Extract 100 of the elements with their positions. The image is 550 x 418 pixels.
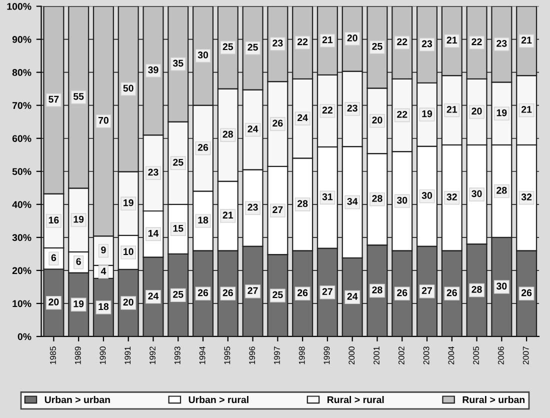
x-tick-label: 1999	[324, 346, 330, 364]
data-label: 26	[198, 144, 208, 151]
data-label: 27	[248, 287, 258, 294]
data-label: 28	[222, 130, 234, 138]
data-label: 6	[76, 258, 81, 265]
data-label: 20	[123, 298, 134, 306]
data-label: 14	[148, 230, 159, 237]
legend-label: Urban > rural	[188, 396, 248, 404]
data-label: 10	[124, 248, 134, 256]
y-tick-label: 80%	[12, 69, 32, 76]
data-label: 26	[298, 289, 308, 296]
legend-label: Rural > urban	[462, 396, 525, 404]
x-tick-label: 1998	[298, 346, 305, 364]
data-label: 21	[521, 36, 532, 44]
y-tick-label: 20%	[12, 267, 32, 274]
data-label: 30	[472, 190, 482, 198]
data-label: 23	[272, 40, 283, 47]
data-label: 24	[347, 292, 358, 300]
data-label: 22	[472, 38, 482, 46]
data-label: 57	[48, 96, 59, 103]
data-label: 27	[272, 206, 283, 214]
data-label: 22	[397, 110, 408, 118]
x-tick-label: 2005	[473, 346, 480, 364]
data-label: 23	[148, 168, 158, 176]
x-tick-label: 2001	[374, 346, 380, 364]
data-label: 28	[372, 286, 382, 294]
data-label: 28	[372, 195, 382, 202]
data-label: 39	[148, 66, 158, 74]
data-label: 22	[298, 38, 308, 46]
data-label: 23	[496, 40, 507, 47]
y-tick-label: 10%	[12, 300, 32, 308]
data-label: 25	[372, 42, 382, 50]
data-label: 18	[198, 216, 208, 224]
data-label: 6	[51, 254, 56, 262]
data-label: 21	[521, 106, 532, 113]
data-label: 25	[272, 291, 283, 298]
x-tick-label: 1985	[50, 346, 56, 364]
data-label: 70	[98, 116, 108, 124]
data-label: 22	[397, 38, 408, 46]
data-label: 15	[173, 224, 184, 232]
data-label: 19	[74, 300, 84, 308]
data-label: 25	[248, 44, 258, 51]
data-label: 22	[322, 106, 332, 114]
data-label: 26	[521, 289, 532, 296]
data-label: 30	[422, 192, 432, 199]
data-label: 30	[396, 196, 408, 204]
x-tick-label: 1989	[74, 346, 81, 364]
data-label: 21	[446, 106, 458, 113]
data-label: 30	[496, 282, 507, 290]
data-label: 23	[248, 204, 258, 211]
x-tick-label: 1992	[150, 346, 156, 364]
y-tick-label: 50%	[12, 168, 32, 175]
data-label: 21	[446, 36, 458, 44]
data-label: 26	[397, 289, 408, 296]
data-label: 50	[123, 84, 134, 92]
data-label: 34	[347, 198, 358, 205]
x-tick-label: 2002	[398, 346, 404, 364]
data-label: 24	[148, 292, 159, 300]
data-label: 4	[100, 268, 106, 274]
x-tick-label: 2007	[522, 346, 529, 364]
legend-label: Urban > urban	[44, 396, 110, 404]
data-label: 20	[347, 34, 358, 42]
x-tick-label: 1995	[224, 346, 230, 364]
data-label: 19	[74, 216, 84, 223]
data-label: 26	[222, 289, 233, 296]
x-tick-label: 1991	[124, 346, 131, 364]
y-tick-label: 90%	[12, 36, 32, 43]
data-label: 26	[272, 120, 283, 127]
x-tick-label: 1996	[249, 346, 256, 364]
data-label: 30	[198, 52, 208, 58]
data-label: 9	[101, 246, 106, 254]
data-label: 28	[472, 286, 482, 293]
data-label: 26	[446, 289, 457, 296]
x-tick-label: 1997	[274, 346, 280, 364]
x-tick-label: 1994	[199, 346, 206, 364]
x-tick-label: 2004	[448, 346, 454, 364]
data-label: 23	[422, 40, 432, 48]
data-label: 25	[222, 43, 234, 50]
data-label: 32	[521, 194, 532, 200]
data-label: 27	[322, 288, 332, 295]
y-tick-label: 70%	[12, 102, 32, 109]
x-tick-label: 2006	[498, 346, 504, 364]
data-label: 28	[298, 200, 308, 208]
data-label: 18	[98, 303, 109, 310]
data-label: 32	[446, 194, 457, 200]
data-label: 21	[222, 212, 234, 218]
data-label: 25	[173, 158, 184, 166]
data-label: 19	[422, 110, 432, 118]
data-label: 28	[496, 186, 507, 194]
y-tick-label: 0%	[18, 333, 32, 340]
data-label: 20	[472, 108, 482, 115]
data-label: 19	[496, 109, 507, 116]
data-label: 24	[298, 114, 308, 122]
data-label: 35	[172, 60, 184, 67]
x-tick-label: 2003	[423, 346, 430, 364]
legend-label: Rural > rural	[328, 396, 384, 404]
data-label: 24	[248, 126, 258, 132]
x-tick-label: 1990	[100, 346, 106, 364]
y-tick-label: 60%	[12, 135, 32, 142]
x-tick-label: 1993	[174, 346, 180, 364]
